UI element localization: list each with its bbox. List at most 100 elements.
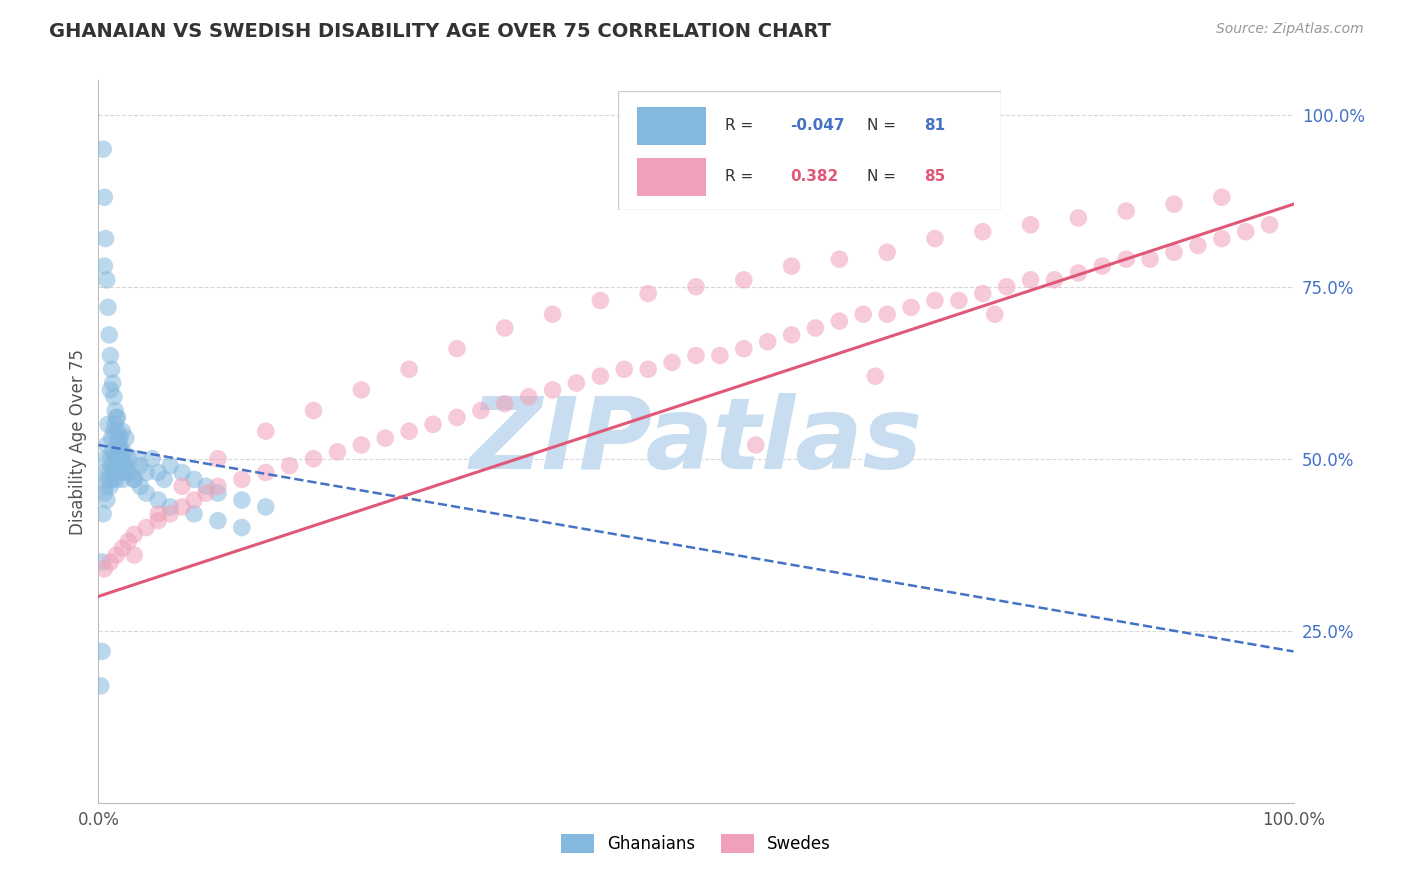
Point — [91, 644, 114, 658]
Point — [1115, 204, 1137, 219]
Point — [231, 472, 253, 486]
Point — [637, 286, 659, 301]
Point — [984, 307, 1007, 321]
Point — [148, 493, 170, 508]
Point — [135, 466, 157, 480]
Y-axis label: Disability Age Over 75: Disability Age Over 75 — [69, 349, 87, 534]
Point — [101, 376, 124, 390]
Point — [105, 438, 128, 452]
Point — [1258, 218, 1281, 232]
Point — [207, 486, 229, 500]
Point — [100, 362, 122, 376]
Point — [101, 445, 124, 459]
Point — [422, 417, 444, 432]
Point — [195, 479, 218, 493]
Point — [828, 314, 851, 328]
Point — [709, 349, 731, 363]
Point — [94, 231, 117, 245]
Point — [159, 507, 181, 521]
Point — [494, 321, 516, 335]
Point — [1091, 259, 1114, 273]
Point — [94, 451, 117, 466]
Point — [108, 431, 131, 445]
Point — [124, 527, 146, 541]
Point — [96, 493, 118, 508]
Point — [135, 520, 157, 534]
Point — [93, 486, 115, 500]
Point — [254, 466, 277, 480]
Point — [153, 472, 176, 486]
Point — [159, 500, 181, 514]
Point — [104, 417, 127, 432]
Point — [494, 397, 516, 411]
Point — [96, 438, 118, 452]
Point — [111, 451, 134, 466]
Text: GHANAIAN VS SWEDISH DISABILITY AGE OVER 75 CORRELATION CHART: GHANAIAN VS SWEDISH DISABILITY AGE OVER … — [49, 22, 831, 41]
Point — [948, 293, 970, 308]
Text: ZIPatlas: ZIPatlas — [470, 393, 922, 490]
Point — [1211, 231, 1233, 245]
Point — [124, 472, 146, 486]
Point — [98, 451, 122, 466]
Point — [135, 486, 157, 500]
Point — [446, 410, 468, 425]
Point — [111, 424, 134, 438]
Point — [148, 466, 170, 480]
Point — [117, 534, 139, 549]
Point — [565, 376, 588, 390]
Point — [302, 451, 325, 466]
Point — [97, 301, 120, 315]
Point — [107, 424, 129, 438]
Point — [159, 458, 181, 473]
Point — [98, 349, 122, 363]
Point — [107, 445, 129, 459]
Point — [828, 252, 851, 267]
Point — [91, 142, 114, 156]
Point — [107, 431, 129, 445]
Point — [541, 383, 564, 397]
Point — [103, 390, 125, 404]
Point — [278, 458, 301, 473]
Point — [1211, 190, 1233, 204]
Point — [114, 458, 136, 473]
Point — [733, 273, 755, 287]
Point — [101, 472, 124, 486]
Point — [115, 431, 138, 445]
Point — [183, 507, 205, 521]
Point — [111, 472, 134, 486]
Text: Source: ZipAtlas.com: Source: ZipAtlas.com — [1216, 22, 1364, 37]
Point — [97, 417, 120, 432]
Point — [104, 451, 127, 466]
Point — [103, 466, 125, 480]
Point — [93, 190, 115, 204]
Point — [195, 486, 218, 500]
Point — [183, 493, 205, 508]
Point — [733, 342, 755, 356]
Point — [1019, 218, 1042, 232]
Point — [107, 458, 129, 473]
Point — [172, 466, 194, 480]
Point — [398, 362, 420, 376]
Point — [117, 466, 139, 480]
Point — [1234, 225, 1257, 239]
Point — [98, 327, 121, 342]
Point — [112, 445, 135, 459]
Point — [865, 369, 887, 384]
Point — [231, 520, 253, 534]
Point — [103, 424, 125, 438]
Point — [900, 301, 922, 315]
Point — [685, 279, 707, 293]
Point — [1163, 245, 1185, 260]
Point — [108, 438, 131, 452]
Point — [1163, 197, 1185, 211]
Point — [972, 286, 994, 301]
Point — [374, 431, 396, 445]
Point — [745, 438, 768, 452]
Point — [110, 451, 132, 466]
Point — [398, 424, 420, 438]
Point — [876, 245, 898, 260]
Point — [111, 541, 134, 556]
Point — [105, 410, 128, 425]
Point — [924, 293, 946, 308]
Point — [972, 225, 994, 239]
